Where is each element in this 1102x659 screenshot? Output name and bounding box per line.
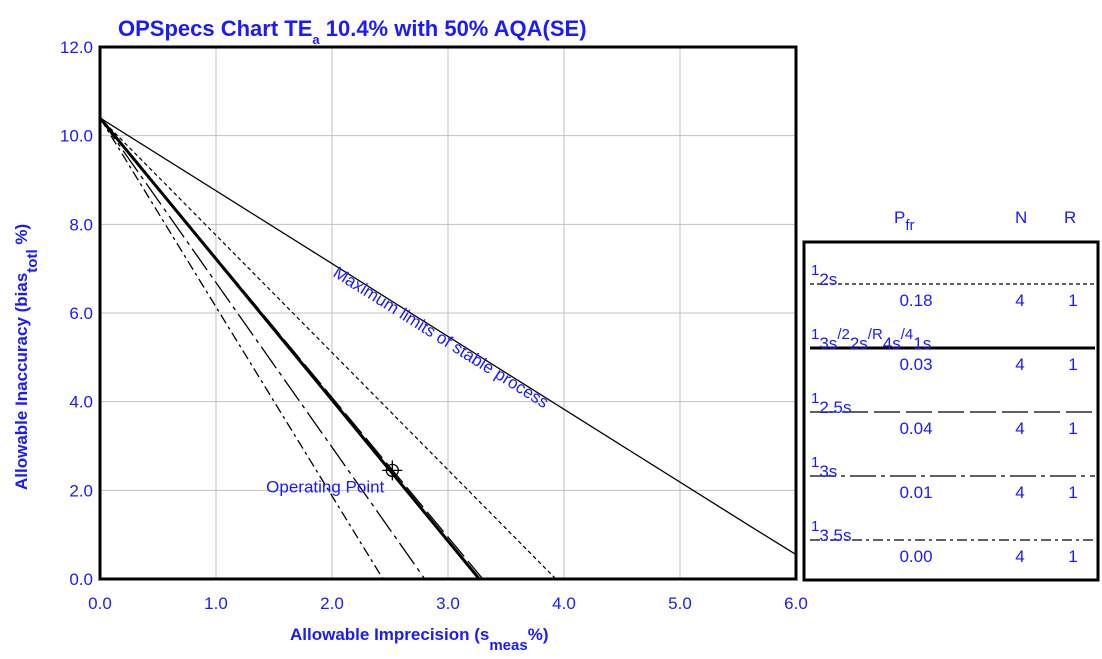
x-tick-label: 1.0 (204, 594, 228, 613)
legend-rule-label: 12s (811, 262, 837, 289)
x-tick-label: 5.0 (668, 594, 692, 613)
x-axis-title-main: Allowable Imprecision (s (290, 625, 489, 644)
legend-header-r: R (1064, 208, 1076, 227)
y-axis-title-suffix: %) (12, 224, 31, 250)
legend-pfr-value: 0.00 (899, 547, 932, 566)
x-tick-label: 4.0 (552, 594, 576, 613)
x-tick-label: 6.0 (784, 594, 808, 613)
y-tick-label: 0.0 (69, 570, 93, 589)
series-line-max-limits (99, 117, 797, 556)
series-lines (98, 116, 797, 580)
legend-n-value: 4 (1015, 547, 1024, 566)
y-tick-label: 12.0 (60, 38, 93, 57)
x-tick-label: 2.0 (320, 594, 344, 613)
legend-pfr-value: 0.01 (899, 483, 932, 502)
grid (100, 47, 796, 579)
legend-n-value: 4 (1015, 483, 1024, 502)
legend-header-pfr: Pfr (894, 208, 915, 234)
series-line-1-3s (99, 117, 426, 580)
chart-title-suffix: 10.4% with 50% AQA(SE) (320, 16, 587, 41)
x-tick-label: 3.0 (436, 594, 460, 613)
legend-r-value: 1 (1068, 291, 1077, 310)
legend-r-value: 1 (1068, 419, 1077, 438)
y-tick-label: 2.0 (69, 481, 93, 500)
legend-box (802, 240, 1100, 582)
legend-n-value: 4 (1015, 291, 1024, 310)
series-line-1-3-5s (99, 117, 384, 580)
operating-point: Operating Point (266, 460, 403, 496)
x-axis-title-suffix: %) (528, 625, 549, 644)
chart-title-main: OPSpecs Chart TE (118, 16, 312, 41)
legend-pfr-value: 0.03 (899, 355, 932, 374)
y-tick-label: 8.0 (69, 215, 93, 234)
legend-n-value: 4 (1015, 419, 1024, 438)
legend-rows: 12s 0.18 4 1 13s/22s/R4s/41s 0.03 4 1 12.5s 0.04 4… (810, 262, 1095, 566)
legend-r-value: 1 (1068, 483, 1077, 502)
legend-pfr-value: 0.04 (899, 419, 932, 438)
legend-rule-label: 13s/22s/R4s/41s (811, 326, 931, 353)
y-tick-label: 4.0 (69, 393, 93, 412)
y-axis-title-subscript: totl (24, 249, 41, 272)
legend-header-n: N (1015, 208, 1027, 227)
legend-rule-label: 13s (811, 454, 837, 481)
max-limits-annotation: Maximum limits of stable process (330, 263, 552, 412)
legend-rule-label: 13.5s (811, 518, 851, 545)
chart-title: OPSpecs Chart TEa 10.4% with 50% AQA(SE) (118, 16, 587, 47)
y-tick-label: 10.0 (60, 127, 93, 146)
series-line-1-2-5s (99, 117, 484, 580)
y-axis-title: Allowable Inaccuracy (biastotl %) (12, 224, 41, 490)
x-tick-labels: 0.0 1.0 2.0 3.0 4.0 5.0 6.0 (88, 594, 808, 613)
x-axis-title: Allowable Imprecision (smeas%) (290, 625, 548, 654)
legend-n-value: 4 (1015, 355, 1024, 374)
legend-r-value: 1 (1068, 355, 1077, 374)
y-tick-labels: 0.0 2.0 4.0 6.0 8.0 10.0 12.0 (60, 38, 93, 589)
y-axis-title-main: Allowable Inaccuracy (bias (12, 273, 31, 490)
x-tick-label: 0.0 (88, 594, 112, 613)
plot-frame (98, 45, 798, 581)
chart-title-subscript: a (312, 32, 320, 47)
legend-r-value: 1 (1068, 547, 1077, 566)
operating-point-label: Operating Point (266, 477, 384, 496)
y-tick-label: 6.0 (69, 304, 93, 323)
legend-rule-label: 12.5s (811, 390, 851, 417)
legend-pfr-value: 0.18 (899, 291, 932, 310)
series-line-1-2s (99, 117, 557, 580)
x-axis-title-subscript: meas (489, 637, 527, 654)
